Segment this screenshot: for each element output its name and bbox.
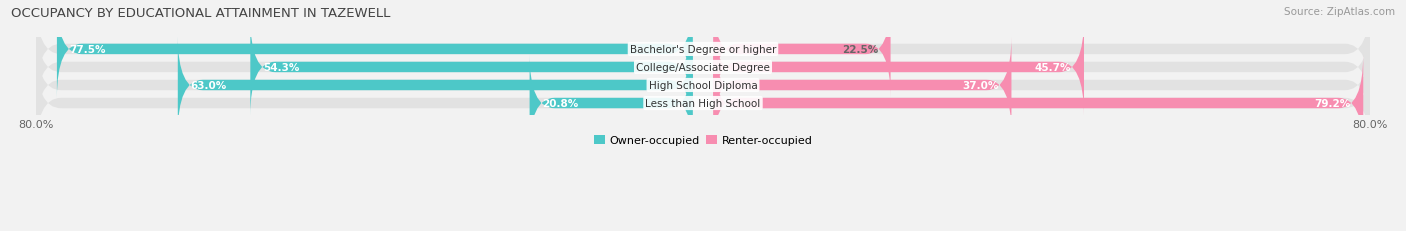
Text: 63.0%: 63.0% <box>190 81 226 91</box>
Text: 79.2%: 79.2% <box>1315 99 1351 109</box>
Text: High School Diploma: High School Diploma <box>648 81 758 91</box>
Text: 22.5%: 22.5% <box>842 45 879 55</box>
Text: OCCUPANCY BY EDUCATIONAL ATTAINMENT IN TAZEWELL: OCCUPANCY BY EDUCATIONAL ATTAINMENT IN T… <box>11 7 391 20</box>
FancyBboxPatch shape <box>713 37 1011 134</box>
FancyBboxPatch shape <box>530 55 693 152</box>
FancyBboxPatch shape <box>713 55 1364 152</box>
Text: Less than High School: Less than High School <box>645 99 761 109</box>
Text: Bachelor's Degree or higher: Bachelor's Degree or higher <box>630 45 776 55</box>
FancyBboxPatch shape <box>37 55 1369 152</box>
Text: 37.0%: 37.0% <box>963 81 998 91</box>
Text: 77.5%: 77.5% <box>69 45 105 55</box>
FancyBboxPatch shape <box>37 37 1369 134</box>
FancyBboxPatch shape <box>250 19 693 116</box>
Legend: Owner-occupied, Renter-occupied: Owner-occupied, Renter-occupied <box>589 131 817 150</box>
Text: 45.7%: 45.7% <box>1035 63 1071 73</box>
FancyBboxPatch shape <box>177 37 693 134</box>
Text: Source: ZipAtlas.com: Source: ZipAtlas.com <box>1284 7 1395 17</box>
FancyBboxPatch shape <box>37 1 1369 98</box>
Text: 20.8%: 20.8% <box>543 99 578 109</box>
Text: College/Associate Degree: College/Associate Degree <box>636 63 770 73</box>
FancyBboxPatch shape <box>37 19 1369 116</box>
Text: 54.3%: 54.3% <box>263 63 299 73</box>
FancyBboxPatch shape <box>56 1 693 98</box>
FancyBboxPatch shape <box>713 1 890 98</box>
FancyBboxPatch shape <box>713 19 1084 116</box>
